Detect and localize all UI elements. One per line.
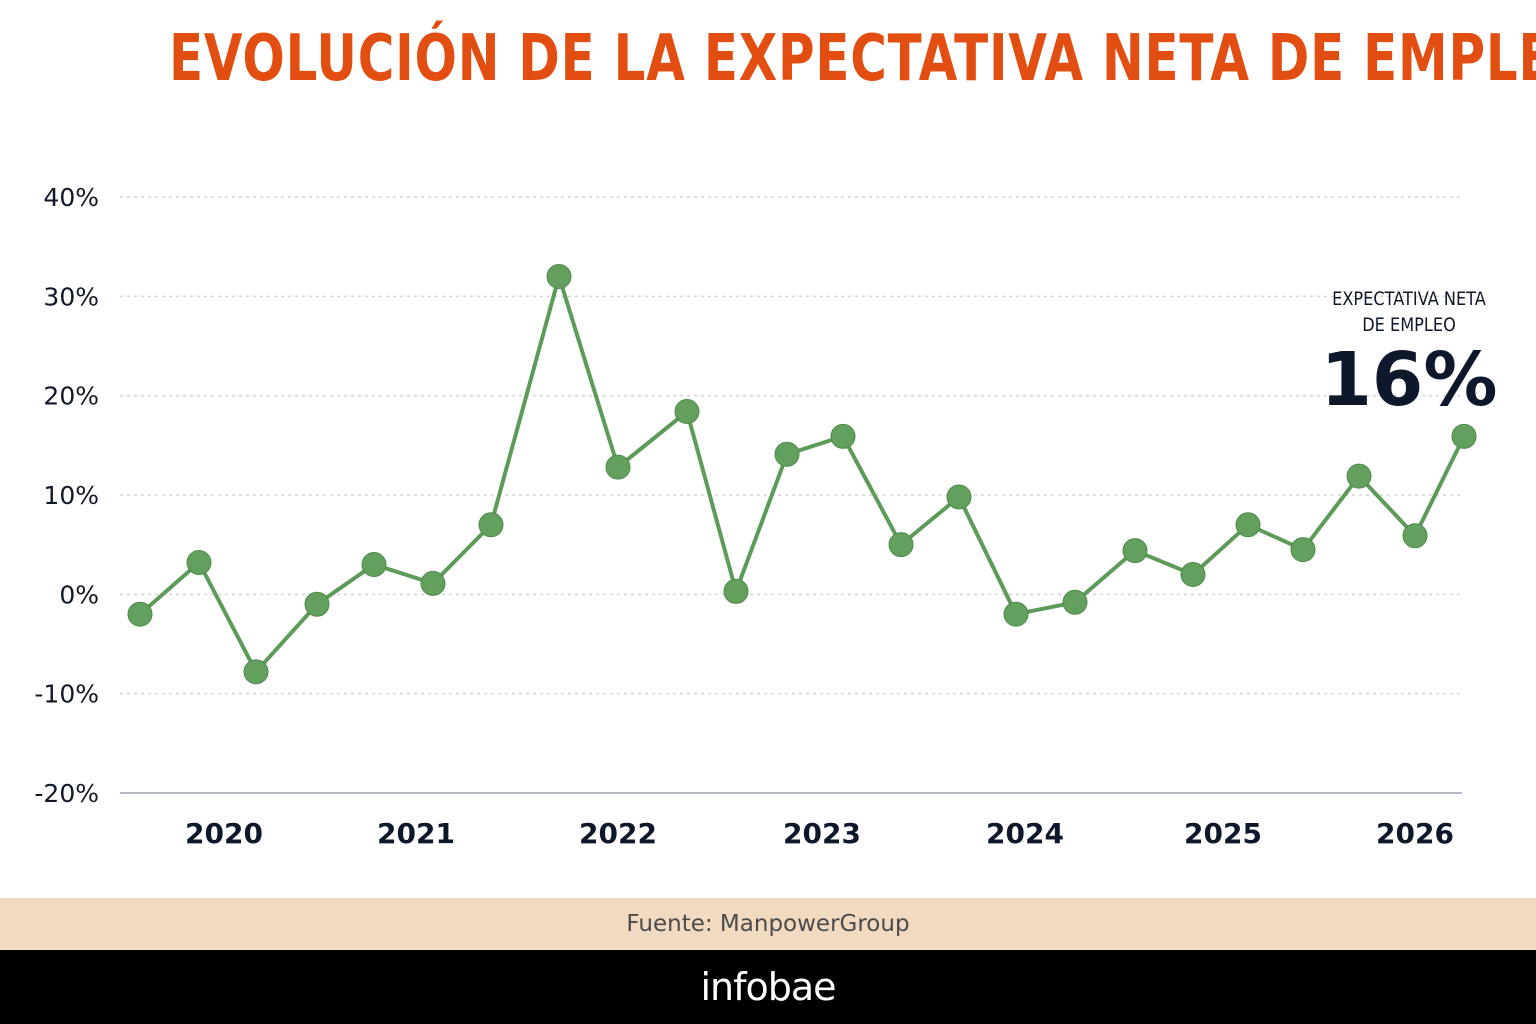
data-point	[1290, 537, 1316, 563]
series-markers	[127, 263, 1477, 685]
y-tick-label: 10%	[43, 481, 99, 510]
data-point	[774, 441, 800, 467]
gridlines	[120, 196, 1462, 794]
brand-bar: infobae	[0, 950, 1536, 1024]
data-point	[1346, 463, 1372, 489]
data-point	[1402, 523, 1428, 549]
x-axis-year-labels: 2020 2021 2022 2023 2024 2025 2026	[185, 817, 1454, 850]
x-tick-label-2025: 2025	[1184, 817, 1262, 850]
x-tick-label-2022: 2022	[579, 817, 657, 850]
y-tick-label: 0%	[59, 580, 99, 609]
x-tick-label-2021: 2021	[377, 817, 455, 850]
y-axis-ticks: 40% 30% 20% 10% 0% -10% -20%	[34, 183, 99, 808]
y-tick-label: -20%	[34, 779, 99, 808]
data-point	[888, 532, 914, 558]
callout-value: 16%	[1320, 337, 1498, 423]
series-line	[138, 274, 1466, 674]
source-text: Fuente: ManpowerGroup	[626, 911, 910, 937]
y-tick-label: 30%	[43, 282, 99, 311]
data-point	[1062, 589, 1088, 615]
callout-label-line1: EXPECTATIVA NETA	[1332, 288, 1486, 310]
data-point	[127, 601, 153, 627]
data-point	[186, 550, 212, 576]
data-point	[723, 578, 749, 604]
data-point	[1003, 601, 1029, 627]
data-point	[304, 591, 330, 617]
data-point	[605, 454, 631, 480]
source-bar: Fuente: ManpowerGroup	[0, 898, 1536, 950]
brand-logo: infobae	[700, 965, 836, 1009]
x-tick-label-2024: 2024	[986, 817, 1064, 850]
y-tick-label: 20%	[43, 382, 99, 411]
callout-label-line2: DE EMPLEO	[1362, 314, 1456, 336]
data-point	[674, 399, 700, 425]
x-tick-label-2023: 2023	[783, 817, 861, 850]
data-point	[361, 552, 387, 578]
data-point	[420, 570, 446, 596]
data-point	[243, 659, 269, 685]
data-point	[478, 512, 504, 538]
data-point	[546, 263, 572, 289]
y-tick-label: -10%	[34, 680, 99, 709]
callout-box: EXPECTATIVA NETA DE EMPLEO 16%	[1314, 286, 1504, 422]
data-point	[1122, 538, 1148, 564]
y-tick-label: 40%	[43, 183, 99, 212]
data-point	[1451, 423, 1477, 449]
x-tick-label-2026: 2026	[1376, 817, 1454, 850]
x-tick-label-2020: 2020	[185, 817, 263, 850]
data-point	[1235, 512, 1261, 538]
chart-title: EVOLUCIÓN DE LA EXPECTATIVA NETA DE EMPL…	[168, 22, 1536, 96]
data-point	[946, 484, 972, 510]
data-point	[1180, 561, 1206, 587]
data-point	[830, 423, 856, 449]
line-chart: 40%30%20%10%0%-10%-20% 2020 2021 2022 2023 2…	[34, 183, 1477, 850]
